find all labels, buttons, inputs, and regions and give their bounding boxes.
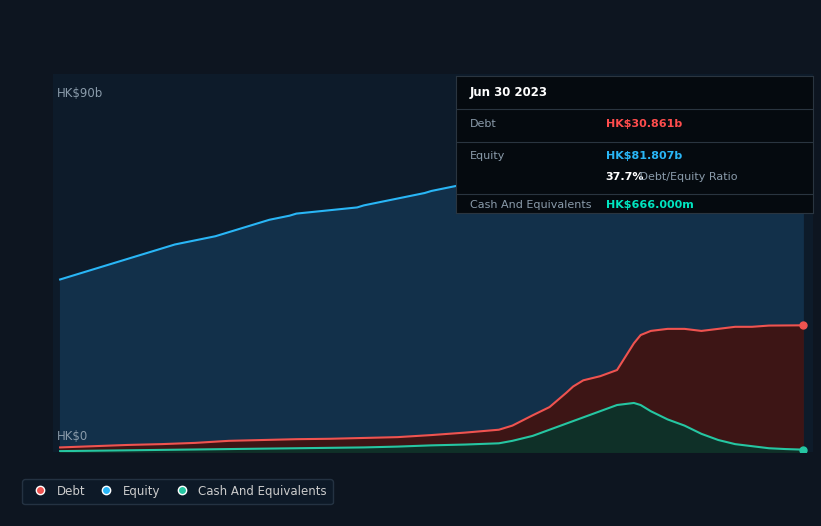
Text: HK$666.000m: HK$666.000m xyxy=(606,200,694,210)
Text: HK$81.807b: HK$81.807b xyxy=(606,150,682,160)
Text: HK$0: HK$0 xyxy=(57,430,89,443)
Text: Debt: Debt xyxy=(470,119,497,129)
Text: HK$90b: HK$90b xyxy=(57,87,103,100)
Text: HK$30.861b: HK$30.861b xyxy=(606,119,682,129)
Text: Debt/Equity Ratio: Debt/Equity Ratio xyxy=(636,173,737,183)
Text: Cash And Equivalents: Cash And Equivalents xyxy=(470,200,591,210)
Text: Equity: Equity xyxy=(470,150,505,160)
Text: 37.7%: 37.7% xyxy=(606,173,644,183)
Text: Jun 30 2023: Jun 30 2023 xyxy=(470,86,548,99)
Legend: Debt, Equity, Cash And Equivalents: Debt, Equity, Cash And Equivalents xyxy=(22,479,333,504)
